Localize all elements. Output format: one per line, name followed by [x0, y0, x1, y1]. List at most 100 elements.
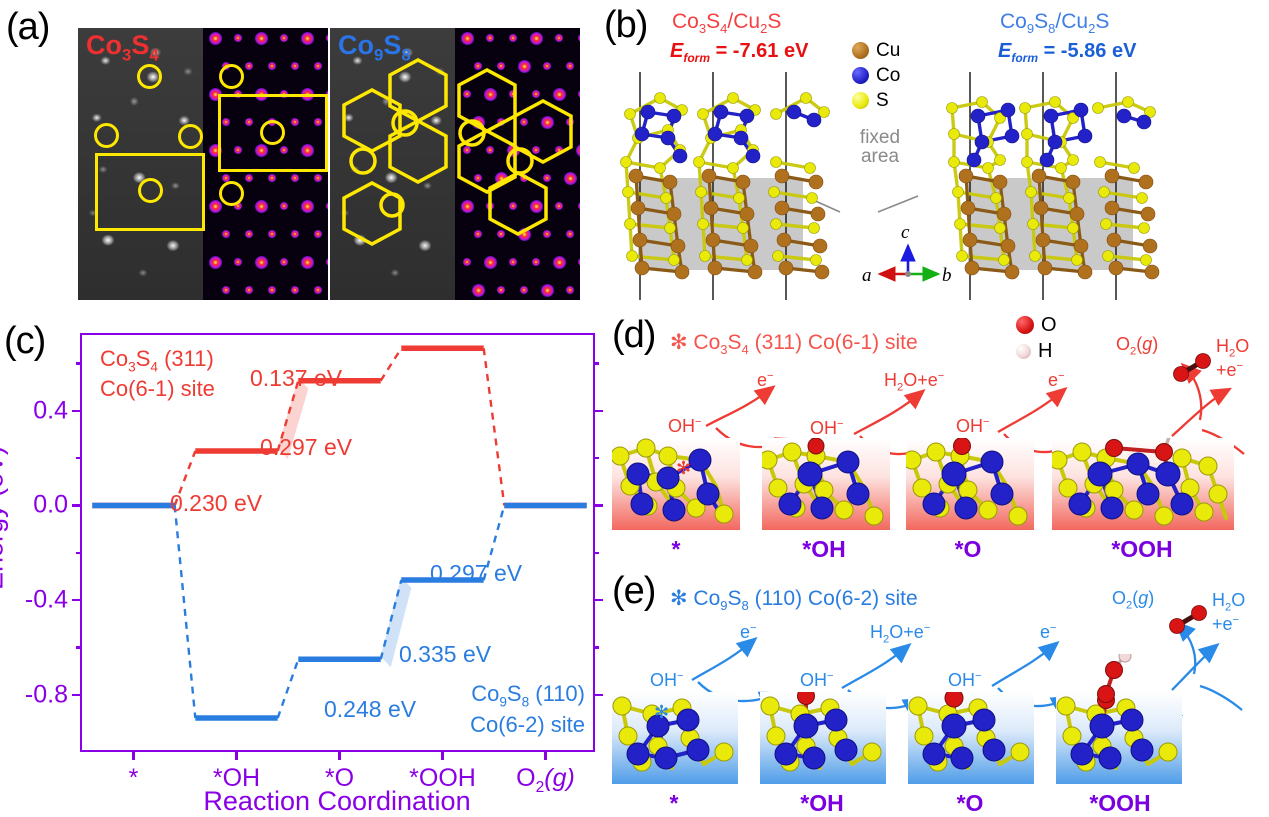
annotation-hexagon-group — [342, 58, 573, 246]
o-atom-icon — [1016, 316, 1034, 334]
chart-ytick-minor — [76, 456, 82, 460]
panel-e-rxn-oh-3: OH− — [948, 670, 982, 690]
slab-state-oh-d — [762, 438, 890, 530]
panel-e: (e) ✻ Co9S8 (110) Co(6-2) site OH− e− OH… — [612, 570, 1269, 816]
stem-image-co9s8: Co9S8 — [330, 28, 580, 300]
panel-d-rxn-e-2: e− — [1048, 370, 1065, 390]
panel-c-letter: (c) — [4, 320, 46, 362]
chart-ytick-minor-right — [593, 551, 599, 555]
chart-x-axis-title: Reaction Coordination — [203, 786, 471, 816]
panel-e-rxn-e-1: e− — [740, 622, 757, 642]
chart-xtick-label: *OOH — [409, 764, 476, 792]
chart-series-note-blue: Co9S8 (110) Co(6-2) site — [470, 681, 585, 737]
panel-e-letter: (e) — [612, 570, 656, 612]
chart-ytick-minor-right — [593, 646, 599, 649]
panel-e-rxn-oh-1: OH− — [650, 670, 684, 690]
state-label-oh-e: *OH — [800, 790, 844, 816]
chart-ytick-major — [72, 693, 82, 697]
annotation-circle — [178, 124, 203, 149]
state-label-ooh-d: *OOH — [1111, 536, 1173, 562]
legend-label-h: H — [1038, 339, 1053, 362]
chart-lines-svg — [92, 345, 587, 721]
annotation-rect — [218, 94, 328, 172]
chart-step-energy-label: 0.297 eV — [430, 560, 523, 586]
chart-y-axis-title: Energy (eV) — [0, 445, 9, 591]
slab-state-star-d: ✻ — [612, 438, 740, 530]
chart-xtick — [132, 750, 135, 760]
slab-state-ooh-e — [1056, 692, 1182, 784]
legend-label-cu: Cu — [876, 39, 901, 61]
chart-xtick-label: * — [128, 764, 139, 792]
state-label-o-d: *O — [954, 536, 982, 562]
chart-step-energy-label: 0.297 eV — [260, 434, 353, 460]
panel-d-rxn-o2g: O2(g) — [1116, 334, 1159, 358]
chart-ytick-major-right — [593, 409, 603, 412]
panel-a: (a) Co3S4 Co9S8 — [0, 0, 600, 308]
panel-b-left-eform: Eform = -7.61 eV — [670, 40, 809, 65]
panel-d-rxn-oh-1: OH− — [668, 416, 702, 436]
chart-ytick-major-right — [593, 693, 603, 697]
legend-label-co: Co — [876, 64, 901, 86]
panel-d-rxn-h2oe-1: H2O+e− — [884, 370, 945, 394]
panel-d-rxn-oh-3: OH− — [956, 416, 990, 436]
chart-xtick-label: *O — [324, 764, 355, 792]
o2-molecule-icon — [1173, 353, 1211, 382]
annotation-circle — [219, 64, 244, 89]
chart-ytick-label: 0.4 — [33, 396, 68, 425]
annotation-circle — [137, 64, 162, 89]
chart-connector — [482, 348, 506, 506]
chart-ytick-minor — [76, 362, 82, 365]
chart-ytick-label: 0.0 — [33, 490, 68, 519]
panel-b-letter: (b) — [604, 4, 648, 46]
svg-text:✻: ✻ — [676, 458, 691, 478]
o2-molecule-icon-e — [1169, 605, 1207, 634]
stem-simulated-half-right — [455, 28, 580, 300]
state-label-o-e: *O — [956, 790, 984, 816]
chart-step-energy-label: 0.230 eV — [170, 490, 263, 516]
panel-b-right-title: Co9S8/Cu2S — [1000, 10, 1110, 37]
stem-image-co3s4: Co3S4 — [78, 28, 328, 300]
annotation-circle — [219, 181, 244, 206]
legend-label-o: O — [1041, 313, 1057, 336]
structure-model-co3s4-cu2s — [620, 72, 830, 300]
panel-e-rxn-h2oe-1: H2O+e− — [870, 622, 931, 646]
panel-e-rxn-o2g: O2(g) — [1112, 588, 1155, 612]
panel-d-rxn-h2oe-2: H2O +e− — [1216, 336, 1250, 381]
chart-ytick-label: -0.4 — [24, 585, 68, 614]
chart-connector — [276, 658, 300, 719]
chart-ytick-minor — [76, 646, 82, 649]
fixed-area-label: fixed area — [859, 127, 901, 167]
chart-xtick-label: *OH — [212, 764, 261, 792]
panel-a-letter: (a) — [6, 6, 50, 48]
svg-text:✻: ✻ — [654, 702, 669, 722]
panel-b-right-eform: Eform = -5.86 eV — [998, 40, 1137, 65]
slab-state-oh-e — [760, 692, 886, 784]
structure-model-co9s8-cu2s — [946, 72, 1160, 300]
chart-step-energy-label: 0.335 eV — [399, 641, 492, 667]
panel-d-rxn-e-1: e− — [757, 370, 774, 390]
slab-state-o-e — [908, 692, 1034, 784]
legend-item-co: Co — [852, 63, 900, 88]
chart-ytick-major — [72, 598, 82, 602]
chart-ytick-major-right — [593, 504, 603, 507]
chart-step-band — [277, 377, 309, 459]
chart-ytick-major — [72, 504, 82, 507]
state-label-star-d: * — [671, 536, 681, 562]
chart-step-band — [380, 577, 412, 668]
chart-xtick — [235, 750, 238, 760]
panel-d: (d) ✻ Co3S4 (311) Co(6-1) site O H OH− e… — [612, 308, 1269, 570]
chart-ytick-minor — [76, 551, 82, 555]
slab-state-star-e: ✻ — [612, 692, 738, 784]
chart-xtick — [338, 750, 341, 760]
axis-label-a: a — [862, 265, 872, 286]
panel-e-rxn-oh-2: OH− — [800, 670, 834, 690]
chart-ytick-minor-right — [593, 456, 599, 460]
legend-item-h: H — [1016, 338, 1057, 364]
state-label-star-e: * — [669, 790, 679, 816]
chart-connector — [173, 450, 197, 506]
legend-item-o: O — [1016, 312, 1057, 338]
slab-state-o-d — [906, 438, 1034, 530]
chart-connector — [379, 347, 403, 382]
chart-connector — [173, 505, 197, 719]
panel-c-chart: (c) Energy (eV) Reaction Coordination Co… — [0, 308, 612, 816]
